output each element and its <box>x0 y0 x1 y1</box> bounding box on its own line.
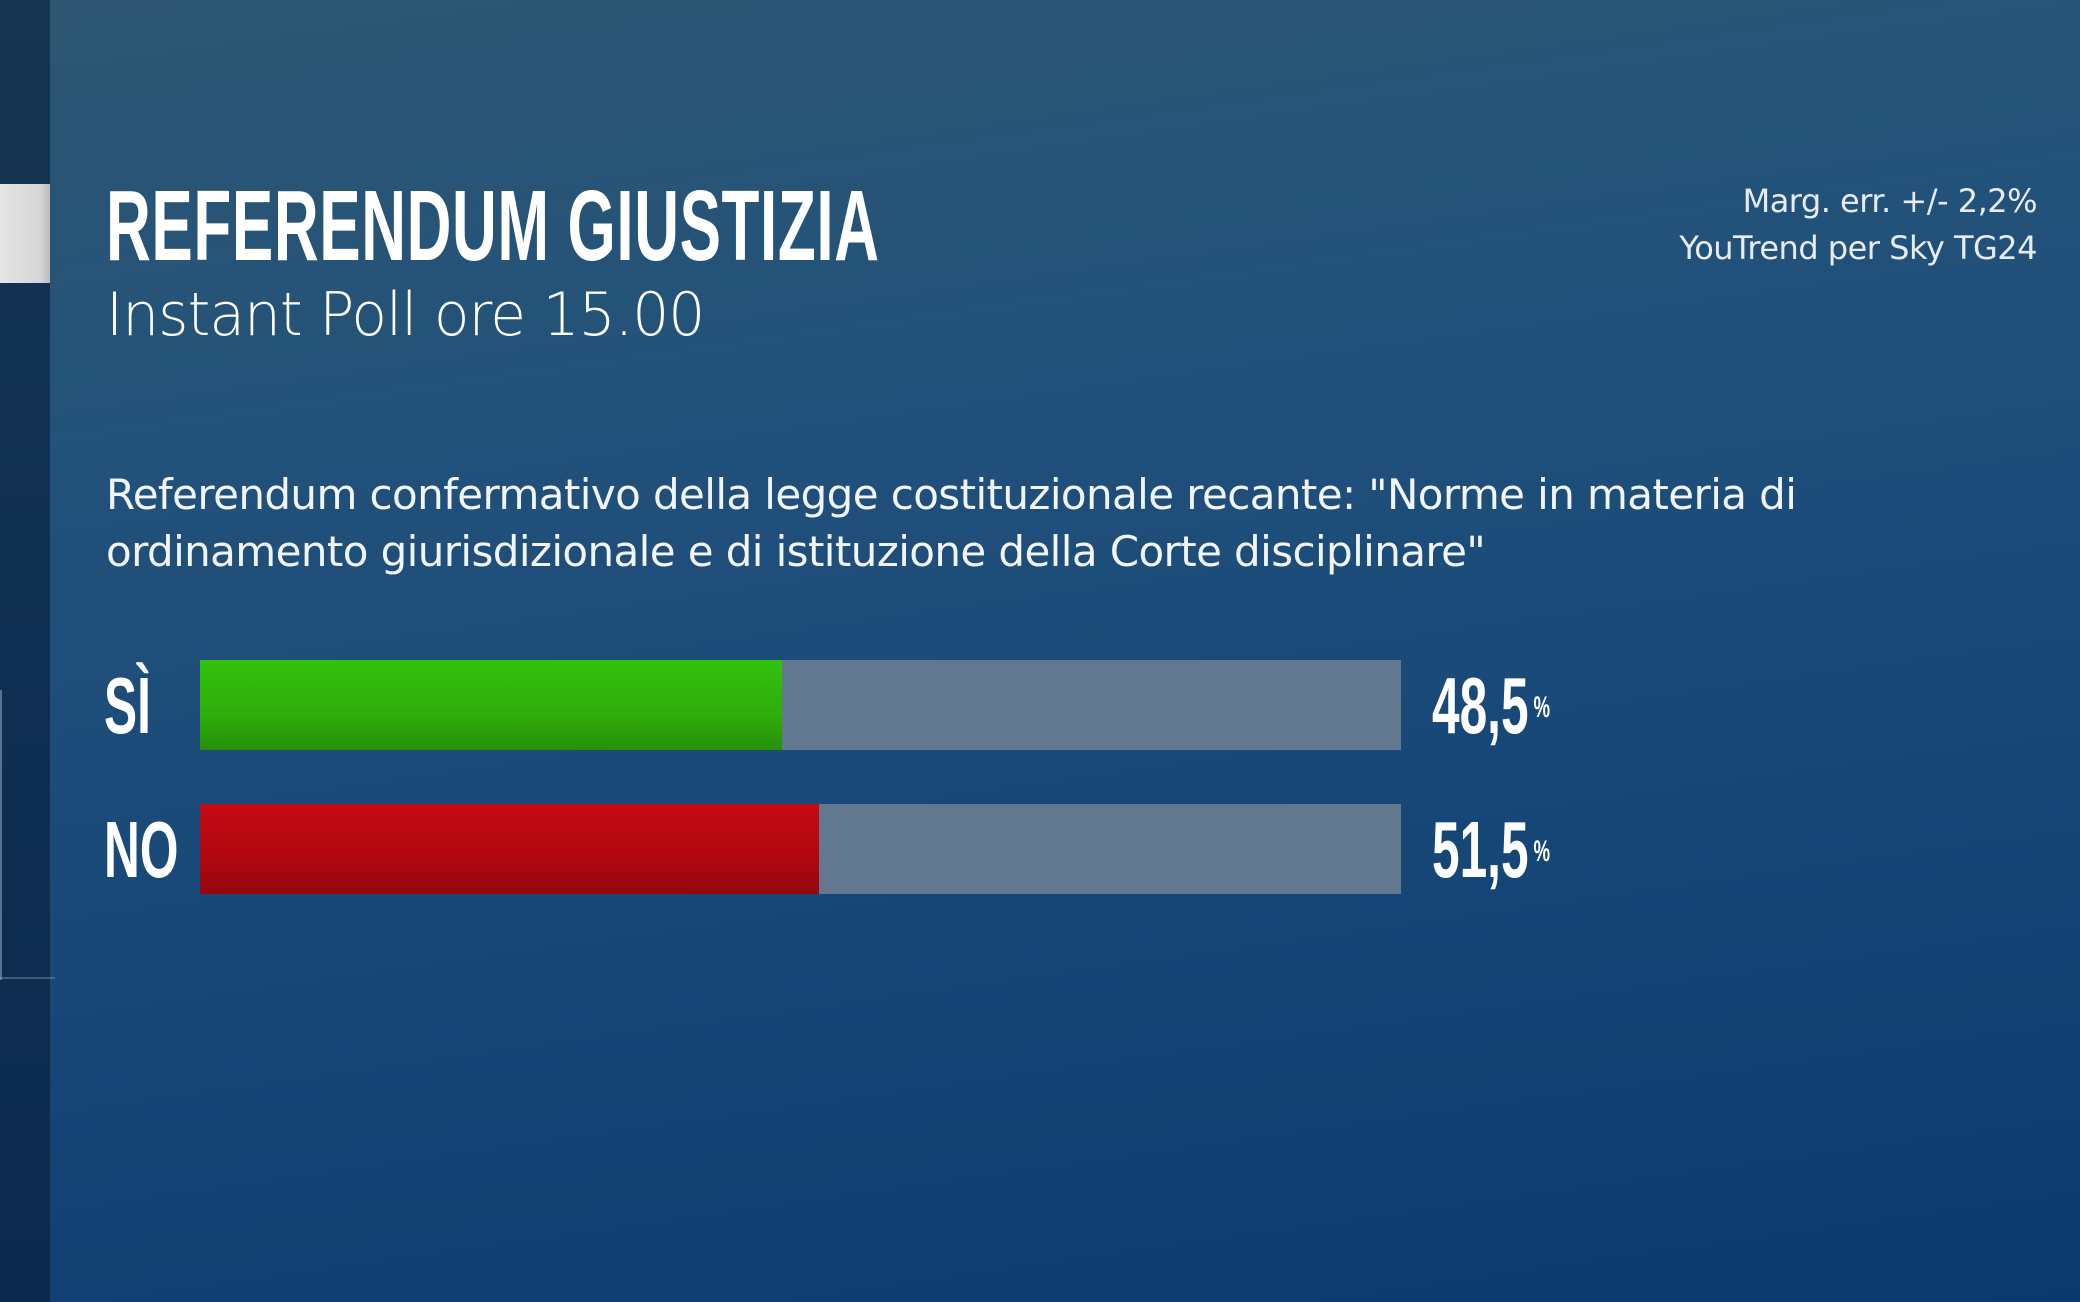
page-title: REFERENDUM GIUSTIZIA <box>106 170 880 282</box>
side-divider <box>0 690 2 980</box>
margin-of-error: Marg. err. +/- 2,2% <box>1742 182 2038 220</box>
result-label: SÌ <box>104 661 151 750</box>
result-value: 48,5% <box>1432 666 1550 746</box>
result-row-no: NO 51,5% <box>0 804 2080 894</box>
result-number: 48,5 <box>1432 661 1529 750</box>
question-line: Referendum confermativo della legge cost… <box>106 470 1797 519</box>
percent-sign: % <box>1533 691 1551 724</box>
left-side-tab <box>0 184 50 283</box>
question-line: ordinamento giurisdizionale e di istituz… <box>106 527 1486 576</box>
page-subtitle: Instant Poll ore 15.00 <box>106 280 705 350</box>
result-bar-track <box>200 660 1401 750</box>
result-bar-fill-si <box>200 660 783 750</box>
percent-sign: % <box>1533 835 1551 868</box>
source-info: Marg. err. +/- 2,2% YouTrend per Sky TG2… <box>1679 178 2037 272</box>
pollster-credit: YouTrend per Sky TG24 <box>1679 229 2037 267</box>
result-number: 51,5 <box>1432 805 1529 894</box>
result-value: 51,5% <box>1432 810 1550 890</box>
result-label: NO <box>104 805 179 894</box>
side-divider-horizontal <box>0 977 55 979</box>
result-row-si: SÌ 48,5% <box>0 660 2080 750</box>
result-bar-fill-no <box>200 804 819 894</box>
referendum-question: Referendum confermativo della legge cost… <box>106 466 2006 580</box>
result-bar-track <box>200 804 1401 894</box>
